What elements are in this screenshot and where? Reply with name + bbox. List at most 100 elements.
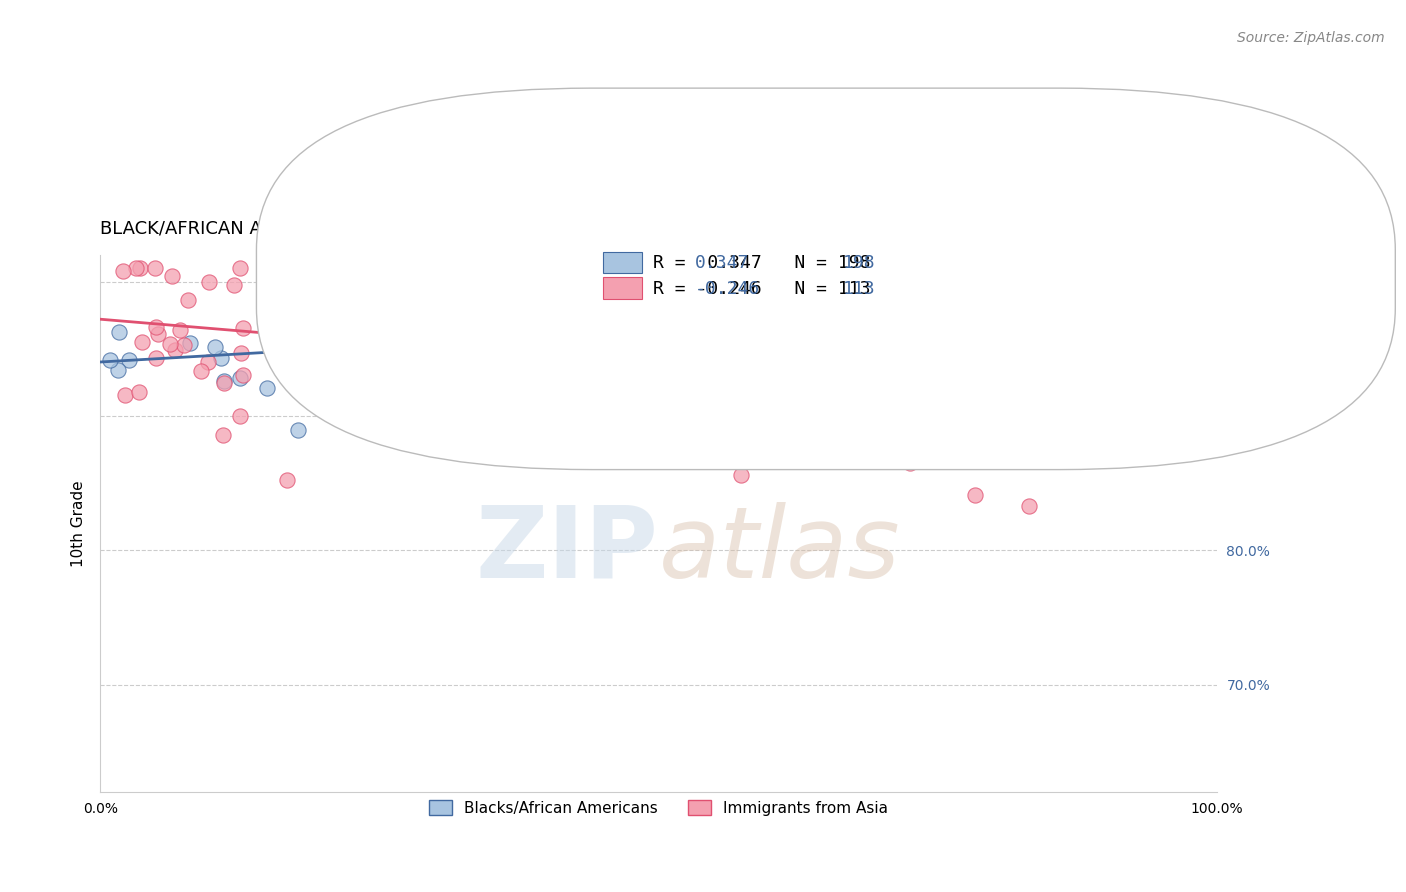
Point	[323, 352, 346, 367]
Point	[458, 318, 481, 332]
Point	[353, 350, 375, 364]
Point	[128, 385, 150, 400]
Point	[779, 340, 801, 354]
Point	[146, 327, 169, 342]
Point	[603, 349, 626, 363]
Point	[343, 261, 366, 276]
Point	[404, 301, 426, 315]
Point	[337, 345, 360, 359]
Point	[889, 296, 911, 310]
Point	[1107, 269, 1129, 284]
Point	[754, 335, 776, 350]
Point	[328, 328, 350, 343]
Point	[714, 349, 737, 363]
Point	[449, 364, 471, 378]
Point	[405, 319, 427, 334]
Point	[561, 286, 583, 301]
Point	[304, 261, 326, 276]
Point	[775, 325, 797, 339]
Point	[392, 346, 415, 360]
Point	[364, 310, 387, 324]
Point	[941, 286, 963, 301]
Point	[697, 343, 720, 358]
Point	[433, 312, 456, 326]
Point	[623, 332, 645, 346]
Text: BLACK/AFRICAN AMERICAN VS IMMIGRANTS FROM ASIA 10TH GRADE CORRELATION CHART: BLACK/AFRICAN AMERICAN VS IMMIGRANTS FRO…	[100, 219, 924, 238]
Point	[710, 287, 733, 301]
Point	[949, 338, 972, 352]
Point	[436, 319, 458, 334]
Point	[402, 356, 425, 370]
Point	[145, 320, 167, 334]
Point	[799, 291, 821, 305]
Point	[1153, 311, 1175, 326]
Point	[742, 305, 765, 319]
Point	[942, 305, 965, 319]
Point	[842, 316, 865, 330]
Point	[98, 353, 121, 368]
Point	[803, 356, 825, 370]
Point	[118, 353, 141, 368]
Point	[624, 365, 647, 379]
Point	[704, 302, 727, 317]
Point	[1067, 320, 1090, 334]
Point	[537, 365, 560, 379]
Text: 113: 113	[842, 280, 876, 298]
Point	[506, 424, 529, 438]
Point	[974, 277, 997, 292]
Point	[509, 354, 531, 368]
Point	[806, 301, 828, 315]
Point	[131, 334, 153, 349]
Point	[472, 367, 495, 381]
Point	[107, 362, 129, 376]
Point	[603, 326, 626, 340]
Point	[673, 335, 696, 350]
Point	[465, 320, 488, 334]
Point	[273, 320, 295, 334]
Point	[198, 275, 221, 289]
Point	[392, 313, 415, 327]
Point	[204, 340, 226, 354]
Point	[704, 327, 727, 342]
Point	[920, 345, 942, 359]
Point	[465, 269, 488, 284]
Point	[312, 261, 335, 276]
Point	[418, 318, 440, 333]
Point	[124, 261, 146, 276]
Point	[607, 419, 630, 434]
Point	[609, 306, 631, 320]
Point	[1004, 290, 1026, 304]
Point	[586, 344, 609, 359]
Point	[908, 324, 931, 338]
Point	[519, 358, 541, 372]
Point	[412, 348, 434, 362]
Point	[737, 312, 759, 326]
Point	[693, 301, 716, 316]
Point	[922, 338, 945, 352]
Point	[891, 306, 914, 320]
Point	[759, 316, 782, 330]
Text: ZIP: ZIP	[475, 501, 658, 599]
Text: atlas: atlas	[658, 501, 900, 599]
Point	[470, 347, 492, 361]
Point	[475, 337, 498, 351]
Point	[818, 291, 841, 305]
Point	[1017, 362, 1039, 376]
Point	[292, 343, 315, 358]
Point	[891, 357, 914, 371]
Point	[162, 269, 184, 284]
Point	[224, 277, 246, 292]
Point	[630, 312, 652, 326]
Point	[433, 387, 456, 401]
Point	[623, 325, 645, 339]
Point	[974, 268, 997, 282]
Point	[363, 346, 385, 360]
Point	[1057, 268, 1080, 282]
Point	[1189, 306, 1212, 320]
Point	[763, 339, 786, 353]
Point	[860, 317, 883, 331]
Point	[526, 314, 548, 328]
Point	[422, 339, 444, 353]
Point	[725, 344, 748, 359]
Text: R =  0.347   N = 198: R = 0.347 N = 198	[652, 254, 870, 272]
